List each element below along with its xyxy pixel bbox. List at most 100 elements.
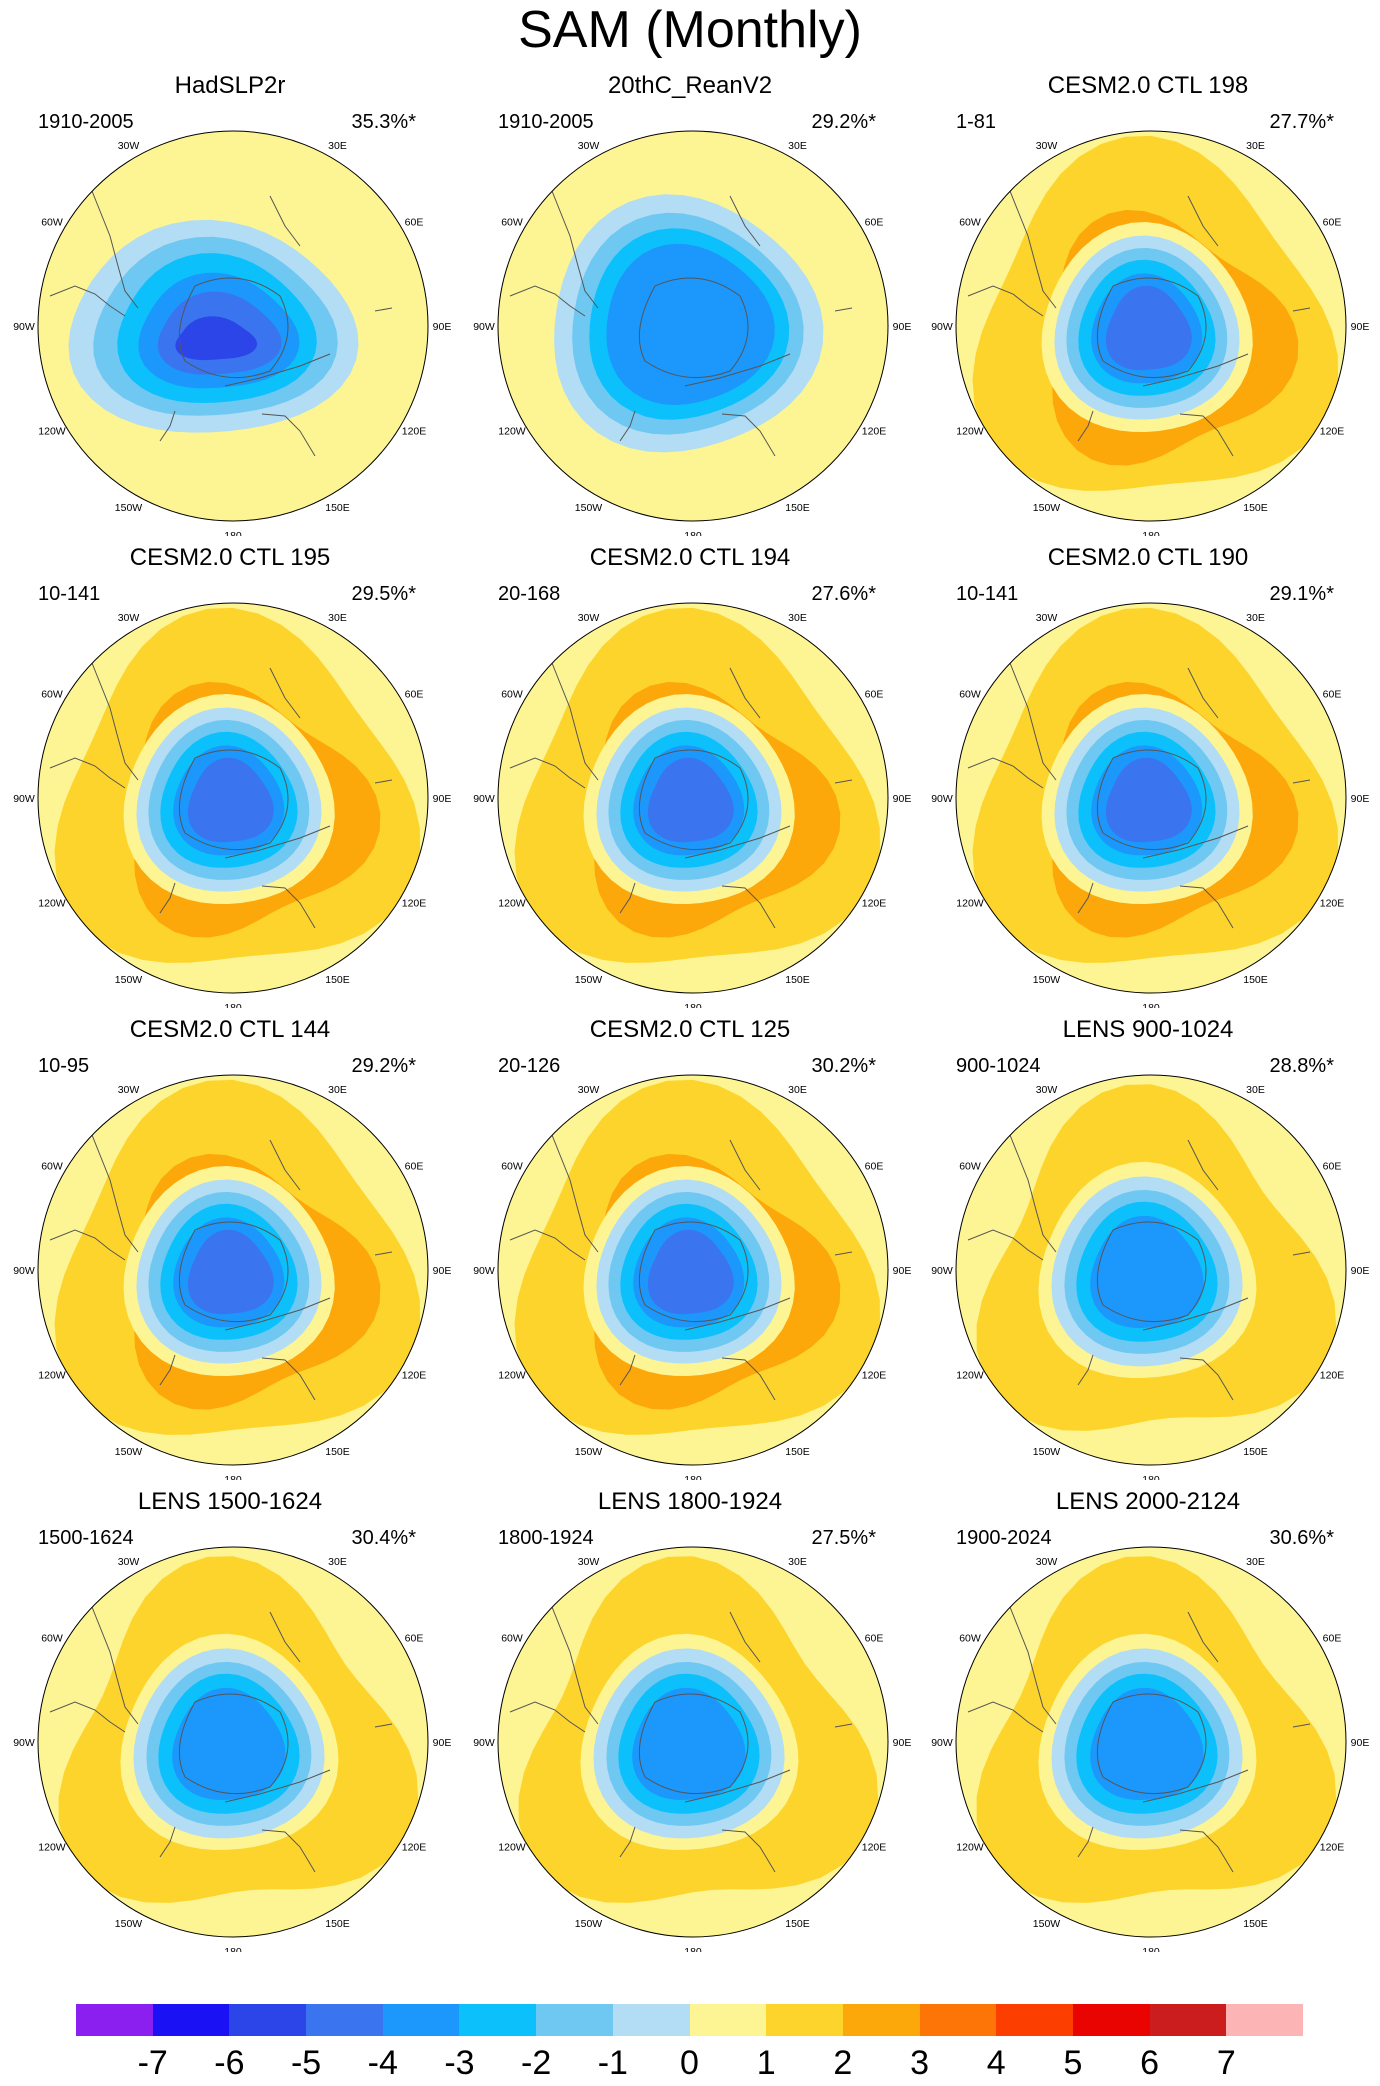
longitude-label: 150E [1243,502,1268,514]
contour-region [647,1229,734,1315]
map-boundary [955,130,1347,522]
colorbar-tick-label: 0 [680,2044,699,2082]
colorbar-swatch [1072,2004,1150,2036]
coastline [1179,885,1234,929]
coastline [1007,1129,1057,1253]
coastline [1096,1221,1207,1323]
polar-map: 030E60E90E120E150E180150W120W90W60W30W [473,130,911,536]
colorbar-tick-label: -1 [597,2044,628,2082]
coastline [1179,1357,1234,1401]
longitude-label: 30W [118,1556,140,1568]
panel-period: 10-141 [38,583,101,605]
longitude-label: 30W [578,1556,600,1568]
coastline [49,1701,126,1733]
colorbar-swatch [842,2004,920,2036]
map-boundary [37,1546,429,1938]
panel-period: 1900-2024 [956,1527,1052,1549]
coastline [261,885,316,929]
longitude-label: 60W [501,217,523,229]
coastline [178,749,289,851]
coastline [159,1354,176,1386]
longitude-label: 120E [402,898,427,910]
coastline [967,285,1044,317]
longitude-label: 120W [498,1842,526,1854]
longitude-label: 90W [931,321,953,333]
polar-map: 030E60E90E120E150E180150W120W90W60W30W [931,1074,1370,1480]
colorbar-swatch [1149,2004,1227,2036]
map-boundary [37,602,429,994]
colorbar-swatch [382,2004,460,2036]
panel-title: LENS 1500-1624 [137,1488,323,1515]
longitude-label: 60E [1323,1633,1342,1645]
colorbar-swatch [152,2004,230,2036]
longitude-label: 150W [1033,1446,1061,1458]
longitude-label: 30W [578,140,600,152]
map-panel: CESM2.0 CTL 19510-14129.5%*030E60E90E120… [0,544,460,1017]
polar-map: 030E60E90E120E150E180150W120W90W60W30W [473,1074,911,1480]
longitude-label: 120W [956,426,984,438]
coastline [269,667,301,719]
coastline [49,1229,126,1261]
panel-period: 10-95 [38,1055,90,1077]
coastline [619,1826,636,1858]
panel-variance: 27.6%* [811,583,877,605]
longitude-label: 60E [1323,689,1342,701]
coastline [549,1129,599,1253]
coastline [509,1229,586,1261]
longitude-label: 90E [1351,793,1370,805]
colorbar-swatch [766,2004,843,2036]
coastline [1077,1354,1094,1386]
coastline [224,353,331,387]
colorbar-swatch [536,2004,613,2036]
longitude-label: 90E [893,793,912,805]
coastline [1142,1769,1249,1803]
coastline [1096,277,1207,379]
longitude-label: 60E [405,1161,424,1173]
longitude-label: 150E [1243,974,1268,986]
longitude-label: 60E [1323,217,1342,229]
longitude-label: 90E [433,321,452,333]
longitude-label: 30E [788,140,807,152]
longitude-label: 150E [785,502,810,514]
coastline [89,1129,139,1253]
longitude-label: 90W [13,793,35,805]
longitude-label: 30W [578,1084,600,1096]
coastline [224,825,331,859]
longitude-label: 120E [862,1842,887,1854]
longitude-label: 60W [41,217,63,229]
coastline [178,277,289,379]
longitude-label: 30E [328,140,347,152]
coastline [49,757,126,789]
coastline [178,1693,289,1795]
panel-variance: 29.2%* [811,111,877,133]
panel-variance: 29.1%* [1269,583,1335,605]
map-panel: LENS 900-1024900-102428.8%*030E60E90E120… [918,1016,1378,1489]
longitude-label: 180 [684,1946,702,1952]
longitude-label: 120E [402,426,427,438]
polar-map: 030E60E90E120E150E180150W120W90W60W30W [473,602,912,1008]
longitude-label: 120E [862,426,887,438]
panel-period: 1800-1924 [498,1527,594,1549]
coastline [1142,353,1249,387]
panel-variance: 27.5%* [811,1527,877,1549]
coastline [1007,185,1057,309]
panel-title: HadSLP2r [174,72,286,99]
panel-variance: 30.2%* [811,1055,877,1077]
longitude-label: 120W [498,898,526,910]
longitude-label: 180 [1142,1946,1160,1952]
coastline [967,757,1044,789]
longitude-label: 150W [115,1446,143,1458]
longitude-label: 150W [115,1918,143,1930]
coastline [729,195,761,247]
colorbar-tick-label: -2 [521,2044,552,2082]
panel-title: CESM2.0 CTL 144 [129,1016,331,1043]
longitude-label: 30E [328,612,347,624]
coastline [1077,882,1094,914]
coastline [967,1229,1044,1261]
panel-title: LENS 1800-1924 [597,1488,783,1515]
longitude-label: 90E [1351,1265,1370,1277]
polar-map: 030E60E90E120E150E180150W120W90W60W30W [931,130,1369,536]
panel-period: 1910-2005 [38,111,134,133]
panel-title: CESM2.0 CTL 194 [589,544,791,571]
coastline [261,1357,316,1401]
